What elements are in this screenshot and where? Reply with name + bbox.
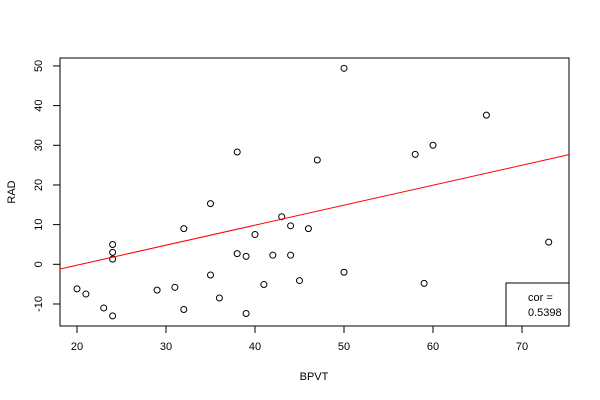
point [109,240,117,248]
point [233,250,241,258]
point [171,283,179,291]
point [411,150,419,158]
point [482,111,490,119]
point [109,255,117,263]
x-tick-label: 30 [160,341,172,353]
x-tick-label: 40 [249,341,261,353]
y-tick-label: 10 [33,219,45,231]
point [100,304,108,312]
x-tick-label: 70 [516,341,528,353]
y-tick-label: -10 [33,296,45,312]
point [287,251,295,259]
point [545,238,553,246]
point [242,310,250,318]
y-tick-label: 20 [33,179,45,191]
trend-line [59,154,570,270]
point [429,141,437,149]
point [304,225,312,233]
point [340,64,348,72]
point [287,222,295,230]
legend-box [505,282,570,327]
point [207,200,215,208]
y-tick-label: 0 [33,261,45,267]
x-tick-label: 50 [338,341,350,353]
y-tick-label: 30 [33,139,45,151]
point [340,268,348,276]
y-tick-label: 50 [33,60,45,72]
x-axis-label: BPVT [300,371,329,383]
point [180,225,188,233]
legend-value: 0.5398 [528,307,562,319]
x-tick-label: 20 [71,341,83,353]
point [296,277,304,285]
point [109,312,117,320]
point [153,286,161,294]
point [207,271,215,279]
point [109,248,117,256]
point [180,306,188,314]
point [251,231,259,239]
point [313,156,321,164]
y-tick-label: 40 [33,99,45,111]
point [215,294,223,302]
point [242,252,250,260]
point [233,148,241,156]
y-axis-label: RAD [6,180,18,203]
x-tick-label: 60 [427,341,439,353]
point [269,251,277,259]
point [82,290,90,298]
point [260,281,268,289]
plot-frame [59,57,570,327]
legend-label: cor = [528,292,553,304]
point [73,285,81,293]
point [420,279,428,287]
